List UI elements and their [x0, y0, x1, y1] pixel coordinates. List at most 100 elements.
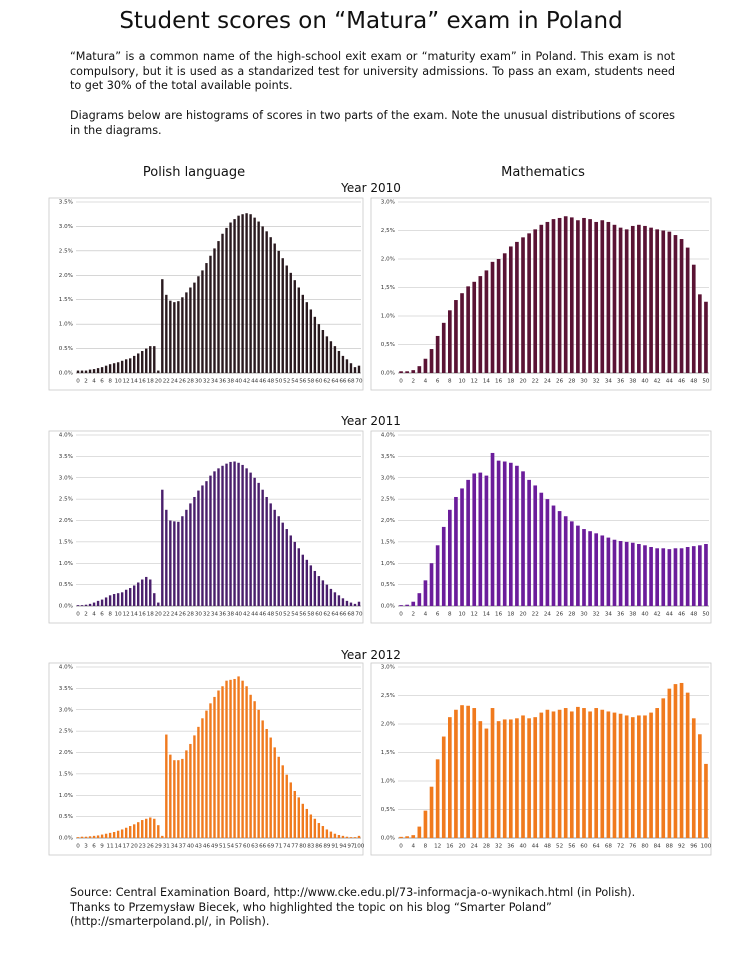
y-tick-label: 2.0% — [59, 273, 73, 279]
histogram: 0,0%0,5%1,0%1,5%2,0%2,5%3,0%0 4 8 12 16 20 24 2… — [370, 662, 712, 856]
x-tick-label: 12 — [434, 844, 441, 850]
x-tick-label: 64 — [331, 379, 339, 385]
y-tick-label: 2,0% — [381, 257, 395, 263]
bar — [411, 601, 416, 606]
bar — [193, 735, 196, 838]
y-tick-label: 0,0% — [381, 604, 395, 610]
x-tick-label: 26 — [556, 379, 564, 385]
bar — [197, 490, 200, 606]
x-tick-label: 8 — [108, 379, 112, 385]
x-tick-label: 34 — [171, 844, 179, 850]
bar — [460, 705, 464, 838]
x-tick-label: 89 — [323, 844, 331, 850]
bar — [293, 280, 296, 373]
bar — [317, 324, 321, 373]
y-tick-label: 2,0% — [381, 722, 395, 728]
bar — [472, 708, 477, 838]
x-tick-label: 40 — [235, 612, 243, 618]
bar — [96, 835, 100, 838]
x-tick-label: 2 — [411, 612, 415, 618]
bar — [201, 485, 204, 606]
bar — [153, 593, 156, 606]
bar — [423, 580, 428, 606]
y-tick-label: 0,0% — [381, 371, 395, 377]
bar — [80, 836, 84, 838]
bar — [297, 548, 300, 606]
bar — [423, 358, 428, 373]
x-tick-label: 68 — [347, 612, 355, 618]
bar — [112, 594, 116, 606]
bar — [141, 351, 144, 373]
x-tick-label: 48 — [544, 844, 552, 850]
x-tick-label: 40 — [641, 379, 649, 385]
bar — [533, 717, 538, 838]
bar — [448, 717, 452, 838]
x-tick-label: 38 — [629, 612, 637, 618]
x-tick-label: 14 — [131, 379, 139, 385]
x-tick-label: 26 — [556, 612, 564, 618]
bar — [569, 711, 574, 838]
bar — [209, 703, 212, 838]
x-tick-label: 29 — [155, 844, 163, 850]
bar — [478, 276, 483, 373]
bar — [600, 220, 605, 373]
bar — [108, 364, 112, 373]
bar — [588, 711, 592, 838]
bar — [128, 826, 132, 838]
bar — [177, 760, 180, 838]
bar — [341, 598, 345, 606]
y-tick-label: 0,5% — [381, 582, 395, 588]
bar — [341, 835, 345, 838]
x-tick-label: 60 — [315, 612, 323, 618]
bar — [84, 604, 88, 606]
x-tick-label: 34 — [211, 379, 219, 385]
bar — [149, 346, 152, 373]
histogram: 0.0%0.5%1.0%1.5%2.0%2.5%3.0%3.5%4.0%0 2 4 6… — [48, 430, 364, 624]
x-tick-label: 50 — [275, 612, 283, 618]
bar — [618, 227, 623, 373]
bar — [353, 603, 357, 606]
bar — [539, 224, 544, 373]
bar — [496, 259, 501, 373]
x-tick-label: 30 — [580, 379, 588, 385]
x-tick-label: 16 — [446, 844, 454, 850]
bar — [405, 836, 409, 838]
bar — [563, 708, 568, 838]
bar — [698, 294, 702, 373]
bar — [173, 521, 176, 606]
bar — [704, 544, 708, 606]
bar — [100, 834, 104, 838]
bar — [281, 522, 284, 606]
y-tick-label: 3,0% — [381, 200, 395, 206]
x-tick-label: 16 — [139, 379, 147, 385]
x-tick-label: 26 — [179, 612, 187, 618]
bar — [612, 539, 617, 606]
x-tick-label: 24 — [544, 379, 552, 385]
bar — [209, 255, 212, 373]
bar — [249, 472, 252, 606]
bar — [185, 750, 188, 838]
y-tick-label: 0,5% — [381, 807, 395, 813]
x-tick-label: 63 — [251, 844, 259, 850]
y-tick-label: 3,0% — [381, 475, 395, 481]
x-tick-label: 56 — [568, 844, 576, 850]
x-tick-label: 46 — [678, 379, 686, 385]
x-tick-label: 52 — [283, 379, 290, 385]
bar — [277, 756, 280, 838]
x-tick-label: 28 — [483, 844, 491, 850]
bar — [557, 217, 562, 373]
bar — [454, 300, 458, 373]
bar — [337, 835, 341, 838]
bar — [679, 239, 684, 373]
bar — [618, 541, 623, 606]
bar — [600, 535, 605, 606]
bar — [241, 464, 244, 606]
bar — [133, 585, 136, 606]
bar — [423, 810, 428, 838]
bar — [313, 316, 317, 373]
bar — [405, 604, 409, 606]
x-tick-label: 62 — [323, 612, 330, 618]
x-tick-label: 28 — [568, 612, 576, 618]
x-tick-label: 2 — [84, 612, 88, 618]
bar — [76, 837, 80, 838]
